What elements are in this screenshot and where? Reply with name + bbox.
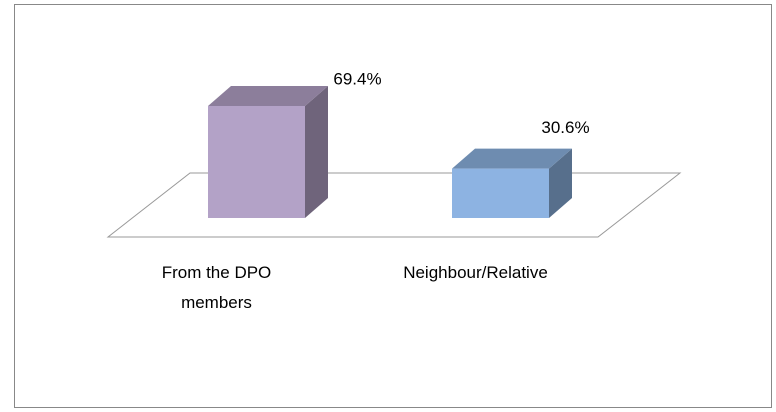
floor — [106, 172, 682, 238]
bar — [208, 105, 305, 218]
data-label: 30.6% — [541, 118, 589, 137]
data-label: 69.4% — [333, 69, 381, 88]
bar-top — [452, 148, 572, 169]
category-label: From the DPO members — [161, 263, 272, 312]
bar-top — [208, 85, 328, 106]
bar-side — [549, 148, 572, 218]
category-label: Neighbour/Relative — [403, 263, 548, 282]
bar-side — [305, 85, 328, 218]
bar — [452, 168, 549, 218]
